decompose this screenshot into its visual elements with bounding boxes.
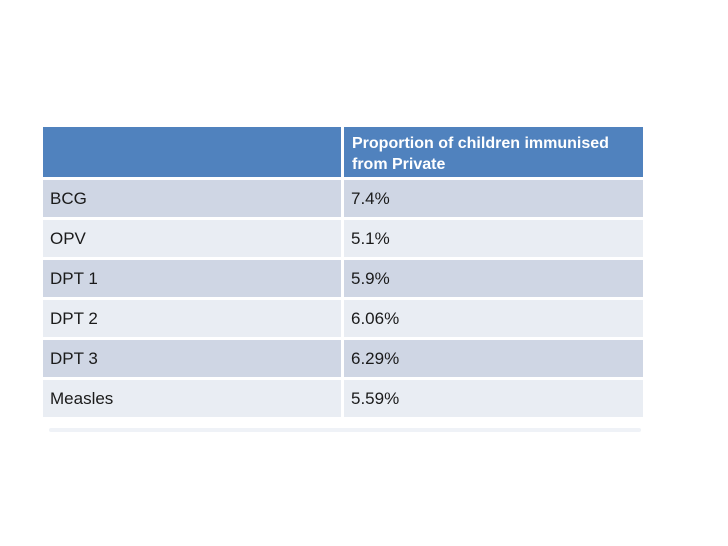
row-value: 6.06%	[344, 300, 643, 337]
table-row-dpt2: DPT 2 6.06%	[43, 300, 643, 337]
table-row-dpt3: DPT 3 6.29%	[43, 340, 643, 377]
table-header-row: Proportion of children immunised from Pr…	[43, 127, 643, 177]
row-value: 5.1%	[344, 220, 643, 257]
row-label: BCG	[43, 180, 341, 217]
table-bottom-shadow	[49, 428, 641, 432]
table-row-dpt1: DPT 1 5.9%	[43, 260, 643, 297]
row-value: 5.59%	[344, 380, 643, 417]
row-value: 5.9%	[344, 260, 643, 297]
header-line-2: from Private	[352, 156, 446, 173]
table-row-opv: OPV 5.1%	[43, 220, 643, 257]
table-row-bcg: BCG 7.4%	[43, 180, 643, 217]
table-row-measles: Measles 5.59%	[43, 380, 643, 417]
row-label: DPT 3	[43, 340, 341, 377]
row-label: OPV	[43, 220, 341, 257]
header-line-1: Proportion of children immunised	[352, 135, 609, 152]
row-value: 6.29%	[344, 340, 643, 377]
row-label: DPT 2	[43, 300, 341, 337]
header-cell-empty	[43, 127, 341, 177]
row-label: DPT 1	[43, 260, 341, 297]
immunisation-table: Proportion of children immunised from Pr…	[43, 127, 643, 420]
header-cell-proportion: Proportion of children immunised from Pr…	[344, 127, 643, 177]
row-value: 7.4%	[344, 180, 643, 217]
row-label: Measles	[43, 380, 341, 417]
